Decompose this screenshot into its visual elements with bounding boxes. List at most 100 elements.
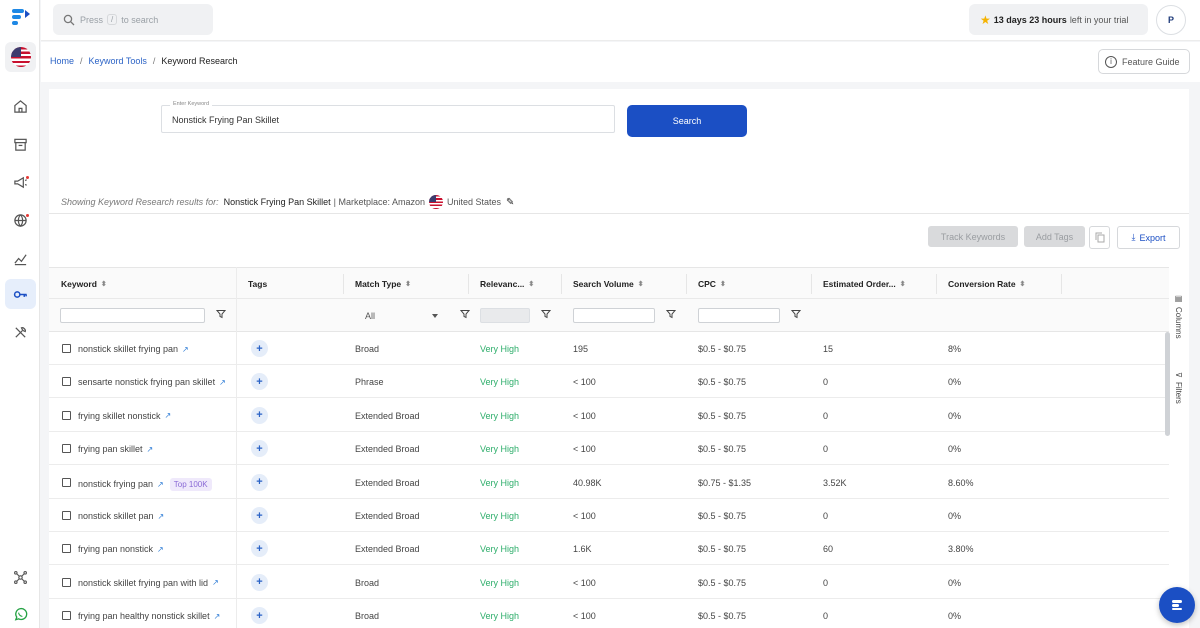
export-button[interactable]: ⤓ Export [1117,226,1180,249]
column-divider[interactable] [936,274,937,294]
column-divider[interactable] [1061,274,1062,294]
results-prefix: Showing Keyword Research results for: [61,197,219,207]
sort-icon[interactable]: ⬍ [899,281,906,288]
column-divider[interactable] [343,274,344,294]
header-cpc[interactable]: CPC ⬍ [698,279,726,289]
column-divider[interactable] [811,274,812,294]
column-divider[interactable] [468,274,469,294]
row-checkbox[interactable] [62,377,71,387]
add-tag-button[interactable]: + [251,573,268,591]
add-tag-button[interactable]: + [251,373,268,391]
megaphone-icon[interactable] [5,167,36,197]
match-type-cell: Extended Broad [355,444,420,455]
match-type-filter-select[interactable]: All [365,311,376,321]
add-tags-button[interactable]: Add Tags [1024,226,1085,247]
header-search-volume[interactable]: Search Volume ⬍ [573,279,644,289]
chat-widget-button[interactable] [1159,587,1195,623]
header-keyword[interactable]: Keyword ⬍ [61,279,107,289]
row-checkbox[interactable] [62,344,71,353]
add-tag-button[interactable]: + [251,473,268,491]
global-search[interactable]: Press / to search [53,4,213,35]
add-tag-button[interactable]: + [251,607,268,625]
sort-icon[interactable]: ⬍ [719,281,726,288]
keyword-cell: nonstick skillet frying pan ↗ [78,344,225,354]
filter-icon[interactable] [791,309,801,319]
row-checkbox[interactable] [62,444,71,454]
feature-guide-label: Feature Guide [1122,56,1180,67]
row-checkbox[interactable] [62,544,71,554]
column-divider[interactable] [561,274,562,294]
cpc-filter-input[interactable] [698,308,780,323]
main-panel: Enter Keyword Nonstick Frying Pan Skille… [49,89,1189,628]
home-icon[interactable] [5,91,36,121]
archive-icon[interactable] [5,129,36,159]
add-tag-button[interactable]: + [251,540,268,558]
feature-guide-button[interactable]: i Feature Guide [1098,49,1190,74]
row-checkbox[interactable] [62,477,71,487]
external-link-icon[interactable]: ↗ [157,479,164,489]
header-estimated-orders[interactable]: Estimated Order... ⬍ [823,279,906,289]
header-match-type[interactable]: Match Type ⬍ [355,279,411,289]
trial-banner[interactable]: ★ 13 days 23 hours left in your trial [969,4,1148,35]
trial-remaining: 13 days 23 hours [993,14,1067,25]
add-tag-button[interactable]: + [251,507,268,524]
chevron-down-icon[interactable] [432,314,438,318]
search-button[interactable]: Search [627,105,747,137]
header-conversion-label: Conversion Rate [948,279,1016,289]
sort-icon[interactable]: ⬍ [528,281,535,288]
header-conversion-rate[interactable]: Conversion Rate ⬍ [948,279,1025,289]
row-checkbox[interactable] [62,511,71,520]
keyword-input-value[interactable]: Nonstick Frying Pan Skillet [172,115,280,125]
sort-icon[interactable]: ⬍ [405,281,412,288]
breadcrumb-keyword-tools[interactable]: Keyword Tools [88,56,147,66]
filter-icon[interactable] [216,309,226,319]
add-tag-button[interactable]: + [251,340,268,357]
volume-filter-input[interactable] [573,308,655,323]
filter-icon[interactable] [666,309,676,319]
external-link-icon[interactable]: ↗ [146,444,154,454]
add-tag-button[interactable]: + [251,406,268,424]
table-scrollbar[interactable] [1165,332,1170,436]
sort-icon[interactable]: ⬍ [637,281,644,288]
relevance-cell: Very High [480,611,520,622]
sort-icon[interactable]: ⬍ [100,281,107,288]
header-relevance[interactable]: Relevanc... ⬍ [480,279,534,289]
key-icon[interactable] [5,279,36,309]
row-checkbox[interactable] [62,577,71,587]
analytics-icon[interactable] [5,243,36,273]
copy-button[interactable] [1089,226,1110,249]
external-link-icon[interactable]: ↗ [182,344,189,354]
breadcrumb-home[interactable]: Home [50,56,75,66]
external-link-icon[interactable]: ↗ [212,578,219,588]
network-icon[interactable] [5,562,36,592]
conversion-rate-cell: 8.60% [948,477,974,488]
column-divider[interactable] [686,274,687,294]
row-checkbox[interactable] [62,410,71,420]
external-link-icon[interactable]: ↗ [219,377,225,387]
tools-icon[interactable] [5,317,36,347]
filters-tab[interactable]: ⊽ Filters [1174,372,1183,404]
external-link-icon[interactable]: ↗ [213,611,221,621]
whatsapp-icon[interactable] [5,599,36,628]
globe-icon[interactable] [5,205,36,235]
user-avatar[interactable]: P [1156,5,1186,35]
match-type-cell: Broad [355,344,380,354]
external-link-icon[interactable]: ↗ [164,411,172,421]
marketplace-flag-button[interactable] [5,42,36,72]
filter-icon[interactable] [460,309,470,319]
columns-icon: ▤ [1174,294,1183,303]
header-tags[interactable]: Tags [248,279,267,289]
breadcrumb: Home / Keyword Tools / Keyword Research [50,56,237,66]
columns-tab[interactable]: ▤ Columns [1174,294,1183,339]
track-keywords-button[interactable]: Track Keywords [928,226,1018,247]
keyword-input[interactable]: Enter Keyword Nonstick Frying Pan Skille… [161,101,615,133]
row-checkbox[interactable] [62,611,71,621]
external-link-icon[interactable]: ↗ [157,511,165,521]
filter-icon[interactable] [541,309,551,319]
keyword-filter-input[interactable] [60,308,205,323]
app-logo[interactable] [11,8,31,26]
sort-icon[interactable]: ⬍ [1019,281,1026,288]
external-link-icon[interactable]: ↗ [157,544,164,554]
add-tag-button[interactable]: + [251,440,268,458]
edit-pencil-icon[interactable]: ✎ [506,196,515,208]
